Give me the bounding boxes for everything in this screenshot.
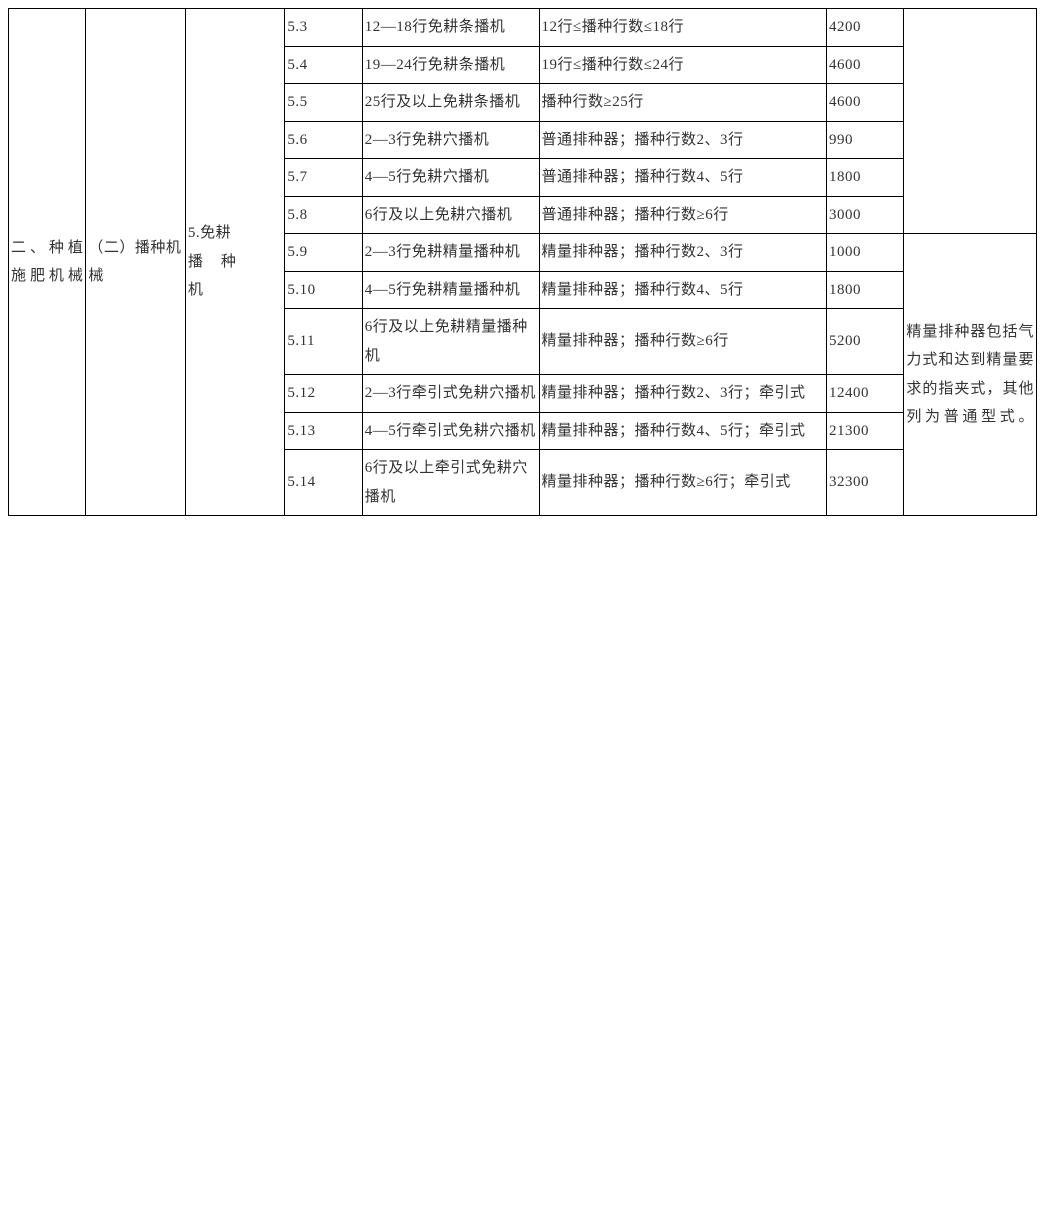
cell-code: 5.8 (285, 196, 362, 234)
cell-spec: 精量排种器；播种行数≥6行 (539, 309, 826, 375)
cell-name: 4—5行免耕精量播种机 (362, 271, 539, 309)
cell-code: 5.9 (285, 234, 362, 272)
subsidy-table: 二、种植施肥机械 （二）播种机械 5.免耕 播种 机 5.3 12—18行免耕条… (8, 8, 1037, 516)
cell-subsidy: 3000 (826, 196, 903, 234)
cell-name: 2—3行牵引式免耕穴播机 (362, 375, 539, 413)
cell-name: 6行及以上免耕穴播机 (362, 196, 539, 234)
group-line-2: 播种 (188, 248, 282, 277)
cell-code: 5.3 (285, 9, 362, 47)
cell-name: 4—5行牵引式免耕穴播机 (362, 412, 539, 450)
cell-subsidy: 990 (826, 121, 903, 159)
table-row: 二、种植施肥机械 （二）播种机械 5.免耕 播种 机 5.3 12—18行免耕条… (9, 9, 1037, 47)
cell-subsidy: 1800 (826, 159, 903, 197)
cell-subsidy: 4200 (826, 9, 903, 47)
cell-spec: 普通排种器；播种行数4、5行 (539, 159, 826, 197)
cell-code: 5.6 (285, 121, 362, 159)
cell-spec: 普通排种器；播种行数≥6行 (539, 196, 826, 234)
table-body: 二、种植施肥机械 （二）播种机械 5.免耕 播种 机 5.3 12—18行免耕条… (9, 9, 1037, 516)
cell-name: 19—24行免耕条播机 (362, 46, 539, 84)
cell-spec: 19行≤播种行数≤24行 (539, 46, 826, 84)
cell-subsidy: 5200 (826, 309, 903, 375)
cell-name: 2—3行免耕精量播种机 (362, 234, 539, 272)
cell-subsidy: 4600 (826, 46, 903, 84)
cell-subsidy: 21300 (826, 412, 903, 450)
cell-name: 4—5行免耕穴播机 (362, 159, 539, 197)
cell-spec: 12行≤播种行数≤18行 (539, 9, 826, 47)
cell-code: 5.5 (285, 84, 362, 122)
cell-code: 5.13 (285, 412, 362, 450)
cell-code: 5.7 (285, 159, 362, 197)
cell-spec: 播种行数≥25行 (539, 84, 826, 122)
cell-remark-empty (904, 9, 1037, 234)
cell-name: 6行及以上免耕精量播种机 (362, 309, 539, 375)
cell-subsidy: 12400 (826, 375, 903, 413)
cell-name: 25行及以上免耕条播机 (362, 84, 539, 122)
cell-code: 5.12 (285, 375, 362, 413)
cell-code: 5.4 (285, 46, 362, 84)
cell-subsidy: 4600 (826, 84, 903, 122)
cell-code: 5.11 (285, 309, 362, 375)
cell-spec: 精量排种器；播种行数≥6行；牵引式 (539, 450, 826, 516)
cell-spec: 普通排种器；播种行数2、3行 (539, 121, 826, 159)
cell-subsidy: 1800 (826, 271, 903, 309)
cell-name: 6行及以上牵引式免耕穴播机 (362, 450, 539, 516)
cell-category-sub: （二）播种机械 (86, 9, 185, 516)
cell-code: 5.10 (285, 271, 362, 309)
cell-subsidy: 32300 (826, 450, 903, 516)
cell-category-group: 5.免耕 播种 机 (185, 9, 284, 516)
cell-spec: 精量排种器；播种行数2、3行 (539, 234, 826, 272)
cell-remark: 精量排种器包括气力式和达到精量要求的指夹式，其他列为普通型式。 (904, 234, 1037, 516)
cell-name: 2—3行免耕穴播机 (362, 121, 539, 159)
cell-name: 12—18行免耕条播机 (362, 9, 539, 47)
cell-subsidy: 1000 (826, 234, 903, 272)
group-line-1: 5.免耕 (188, 219, 282, 248)
cell-spec: 精量排种器；播种行数4、5行；牵引式 (539, 412, 826, 450)
cell-spec: 精量排种器；播种行数4、5行 (539, 271, 826, 309)
cell-category-major: 二、种植施肥机械 (9, 9, 86, 516)
cell-code: 5.14 (285, 450, 362, 516)
group-line-3: 机 (188, 282, 204, 298)
cell-spec: 精量排种器；播种行数2、3行；牵引式 (539, 375, 826, 413)
